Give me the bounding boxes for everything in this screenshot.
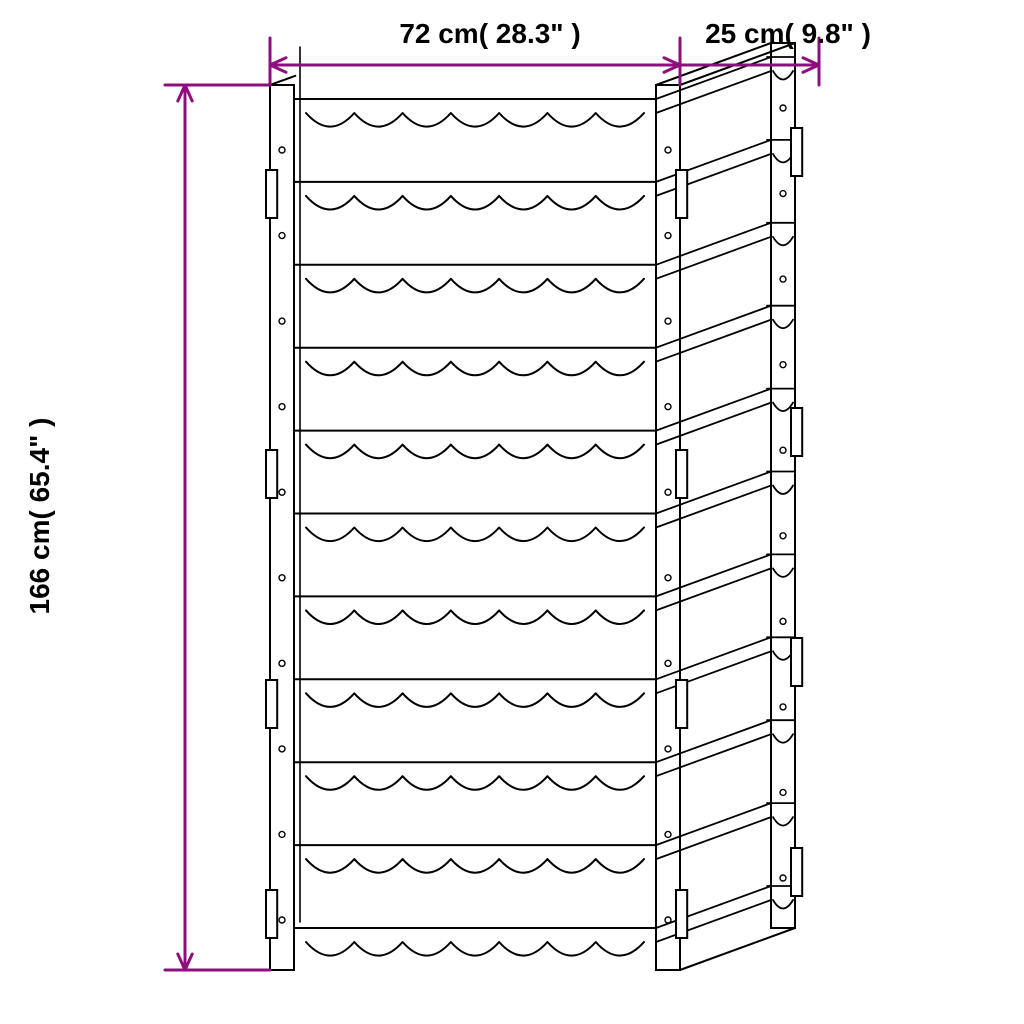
dimension-label-depth: 25 cm( 9.8" ) [678, 18, 898, 50]
dimension-label-width: 72 cm( 28.3" ) [360, 18, 620, 50]
dimension-label-height: 166 cm( 65.4" ) [24, 366, 56, 666]
